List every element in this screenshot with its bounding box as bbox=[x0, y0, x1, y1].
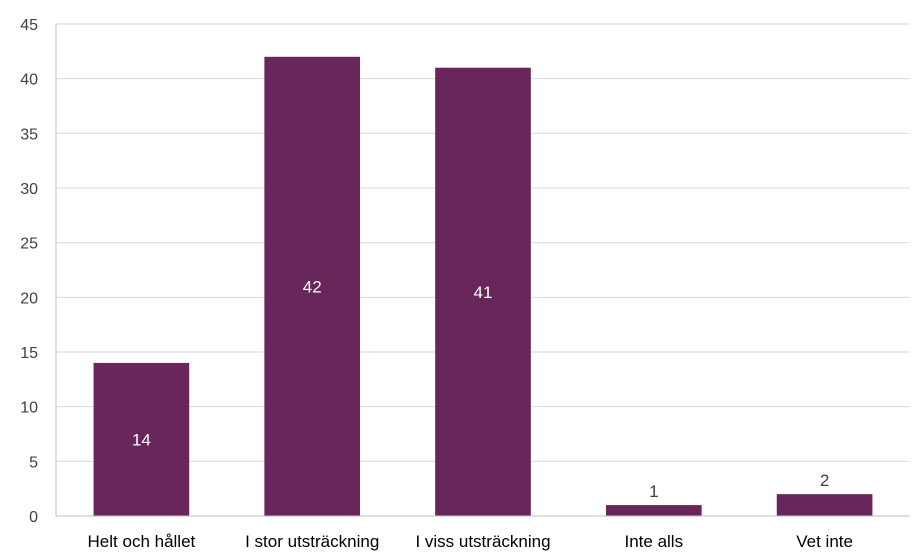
y-tick-label: 20 bbox=[20, 290, 38, 307]
data-labels: 14 42 41 1 2 bbox=[132, 277, 829, 501]
data-label: 2 bbox=[820, 471, 829, 490]
data-label: 41 bbox=[474, 283, 493, 302]
bar-0 bbox=[93, 362, 190, 516]
data-label: 14 bbox=[132, 430, 151, 449]
y-tick-label: 25 bbox=[20, 236, 38, 253]
y-tick-label: 45 bbox=[20, 17, 38, 34]
bar-3 bbox=[605, 505, 702, 516]
bar-1 bbox=[264, 56, 361, 517]
y-tick-label: 15 bbox=[20, 345, 38, 362]
y-tick-label: 10 bbox=[20, 400, 38, 417]
axes bbox=[55, 24, 910, 517]
y-tick-label: 40 bbox=[20, 72, 38, 89]
y-tick-label: 30 bbox=[20, 181, 38, 198]
x-category-label: I stor utsträckning bbox=[245, 532, 379, 551]
x-category-label: Vet inte bbox=[796, 532, 853, 551]
bars bbox=[93, 56, 873, 517]
y-tick-label: 0 bbox=[29, 509, 38, 526]
bar-2 bbox=[435, 67, 531, 516]
x-category-label: Inte alls bbox=[625, 532, 684, 551]
data-label: 1 bbox=[649, 482, 658, 501]
x-category-labels: Helt och hållet I stor utsträckning I viss… bbox=[88, 532, 853, 551]
y-tick-label: 5 bbox=[29, 454, 38, 471]
x-category-label: I viss utsträckning bbox=[415, 532, 550, 551]
data-label: 42 bbox=[303, 277, 322, 296]
y-tick-label: 35 bbox=[20, 126, 38, 143]
x-category-label: Helt och hållet bbox=[88, 532, 196, 551]
bar-4 bbox=[776, 494, 873, 516]
y-tick-labels: 0 5 10 15 20 25 30 35 40 45 bbox=[20, 17, 38, 526]
